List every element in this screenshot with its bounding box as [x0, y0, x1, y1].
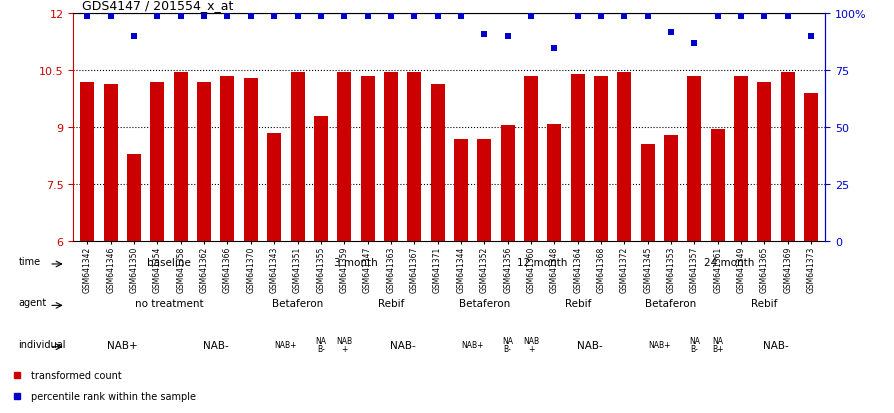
Point: [127, 34, 141, 40]
Point: [663, 29, 678, 36]
Bar: [337, 73, 350, 242]
Text: percentile rank within the sample: percentile rank within the sample: [31, 391, 196, 401]
Bar: [756, 83, 771, 242]
Text: Rebif: Rebif: [750, 299, 777, 309]
Text: GDS4147 / 201554_x_at: GDS4147 / 201554_x_at: [82, 0, 233, 12]
Text: NA
B-: NA B-: [315, 337, 326, 353]
Point: [314, 13, 328, 20]
Point: [80, 13, 95, 20]
Text: NAB+: NAB+: [647, 340, 670, 349]
Text: baseline: baseline: [147, 257, 190, 267]
Bar: [291, 73, 304, 242]
Point: [337, 13, 351, 20]
Bar: [384, 73, 398, 242]
Text: 12 month: 12 month: [517, 257, 567, 267]
Point: [104, 13, 118, 20]
Text: NAB+: NAB+: [274, 340, 297, 349]
Text: 24 month: 24 month: [704, 257, 754, 267]
Bar: [430, 85, 444, 242]
Bar: [733, 77, 747, 242]
Text: Betaferon: Betaferon: [272, 299, 323, 309]
Point: [453, 13, 468, 20]
Bar: [104, 85, 118, 242]
Bar: [617, 73, 630, 242]
Bar: [360, 77, 375, 242]
Text: NAB+: NAB+: [461, 340, 484, 349]
Bar: [314, 116, 327, 242]
Bar: [80, 83, 94, 242]
Point: [500, 34, 514, 40]
Text: NAB-: NAB-: [389, 340, 415, 350]
Point: [710, 13, 724, 20]
Bar: [640, 145, 654, 242]
Text: transformed count: transformed count: [31, 370, 122, 380]
Text: Betaferon: Betaferon: [458, 299, 510, 309]
Text: NA
B-: NA B-: [688, 337, 699, 353]
Text: Rebif: Rebif: [377, 299, 404, 309]
Bar: [780, 73, 794, 242]
Point: [290, 13, 304, 20]
Text: NAB+: NAB+: [107, 340, 138, 350]
Bar: [663, 135, 678, 242]
Text: NAB
+: NAB +: [336, 337, 352, 353]
Point: [243, 13, 257, 20]
Bar: [127, 154, 141, 242]
Text: individual: individual: [19, 339, 66, 349]
Text: Rebif: Rebif: [564, 299, 590, 309]
Point: [687, 41, 701, 47]
Point: [360, 13, 375, 20]
Point: [220, 13, 234, 20]
Bar: [594, 77, 607, 242]
Bar: [173, 73, 188, 242]
Text: 3 month: 3 month: [333, 257, 377, 267]
Point: [594, 13, 608, 20]
Text: Betaferon: Betaferon: [645, 299, 696, 309]
Text: NAB-: NAB-: [576, 340, 602, 350]
Point: [617, 13, 631, 20]
Bar: [243, 79, 257, 242]
Point: [803, 34, 817, 40]
Bar: [500, 126, 514, 242]
Text: NAB-: NAB-: [763, 340, 789, 350]
Point: [150, 13, 164, 20]
Bar: [267, 134, 281, 242]
Text: NA
B+: NA B+: [712, 337, 722, 353]
Bar: [523, 77, 537, 242]
Bar: [710, 130, 724, 242]
Point: [546, 45, 561, 52]
Point: [430, 13, 444, 20]
Text: NA
B-: NA B-: [502, 337, 512, 353]
Point: [266, 13, 281, 20]
Point: [173, 13, 188, 20]
Text: time: time: [19, 256, 40, 266]
Bar: [407, 73, 421, 242]
Text: NAB-: NAB-: [203, 340, 229, 350]
Bar: [220, 77, 234, 242]
Bar: [547, 124, 561, 242]
Point: [780, 13, 794, 20]
Bar: [570, 75, 584, 242]
Bar: [687, 77, 701, 242]
Bar: [197, 83, 211, 242]
Point: [569, 13, 584, 20]
Point: [523, 13, 537, 20]
Bar: [804, 94, 817, 242]
Text: no treatment: no treatment: [135, 299, 203, 309]
Point: [733, 13, 747, 20]
Point: [407, 13, 421, 20]
Point: [384, 13, 398, 20]
Text: agent: agent: [19, 298, 46, 308]
Point: [756, 13, 771, 20]
Bar: [453, 140, 468, 242]
Point: [477, 31, 491, 38]
Point: [640, 13, 654, 20]
Point: [197, 13, 211, 20]
Text: NAB
+: NAB +: [522, 337, 538, 353]
Bar: [150, 83, 164, 242]
Bar: [477, 140, 491, 242]
